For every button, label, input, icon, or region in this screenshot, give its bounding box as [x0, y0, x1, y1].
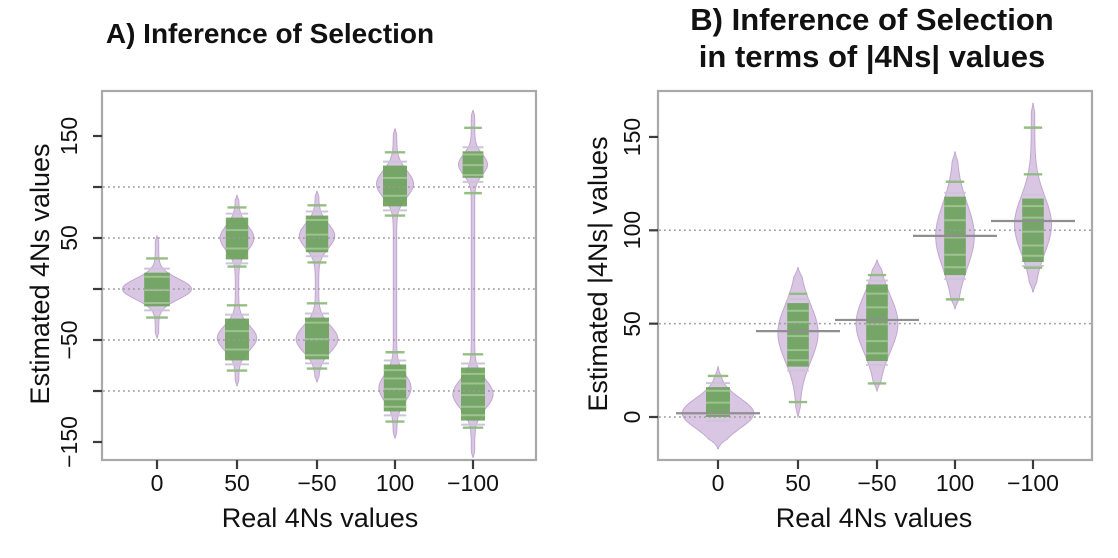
- x-tick-label: −50: [297, 470, 337, 496]
- violin-B-−100: [1014, 102, 1052, 293]
- panel-b-title-line-2: in terms of |4Ns| values: [698, 39, 1046, 74]
- panel-a-x-axis-label: Real 4Ns values: [221, 503, 419, 533]
- panel-a-y-axis-label: Estimated 4Ns values: [25, 143, 55, 405]
- y-tick-label: 100: [619, 211, 645, 250]
- bean-box: [461, 367, 485, 421]
- violin-A-−100: [452, 110, 494, 458]
- x-tick-label: 0: [150, 470, 164, 496]
- panel-b-y-axis-label: Estimated |4Ns| values: [583, 136, 613, 412]
- panel-a-title-text: A) Inference of Selection: [105, 18, 435, 49]
- bean-box: [383, 165, 407, 207]
- y-tick-label: 150: [56, 116, 82, 156]
- x-tick-label: 100: [375, 470, 415, 496]
- x-tick-label: 50: [785, 470, 811, 496]
- violin-A-100: [375, 128, 415, 439]
- y-tick-label: 50: [56, 225, 82, 251]
- x-tick-label: 0: [711, 470, 725, 496]
- bean-box: [787, 303, 809, 367]
- x-tick-label: −50: [857, 470, 897, 496]
- y-tick-label: 150: [619, 117, 645, 157]
- x-tick-label: −100: [1007, 470, 1059, 496]
- x-tick-label: −100: [447, 470, 499, 496]
- panel-b-x-axis-label: Real 4Ns values: [775, 503, 973, 533]
- x-tick-label: 100: [935, 470, 975, 496]
- panel-b-title-line-1: B) Inference of Selection: [690, 2, 1054, 37]
- y-tick-label: 50: [619, 310, 645, 337]
- y-tick-label: −50: [56, 320, 82, 360]
- plot-frame-A: [100, 89, 538, 462]
- panel-b-title: B) Inference of Selection in terms of |4…: [628, 1, 1116, 75]
- plot-frame-B: [656, 89, 1094, 462]
- bean-box: [866, 284, 888, 361]
- panel-a-title: A) Inference of Selection: [30, 17, 510, 51]
- y-tick-label: 0: [619, 410, 645, 424]
- x-tick-label: 50: [224, 470, 250, 496]
- y-tick-label: −150: [56, 416, 82, 468]
